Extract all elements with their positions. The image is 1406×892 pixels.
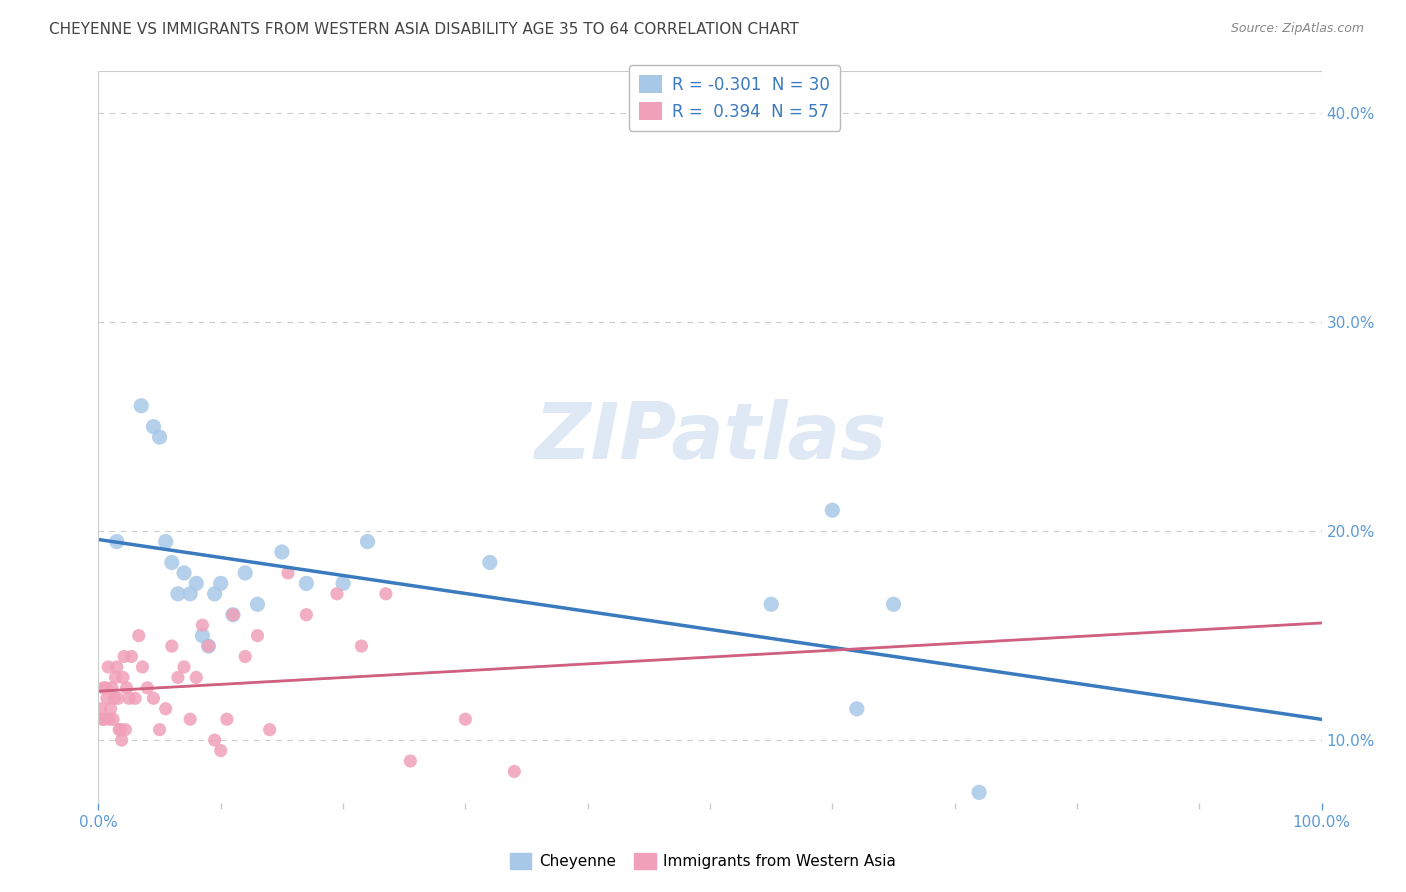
Point	[118, 691, 141, 706]
Point	[332, 576, 354, 591]
Legend: R = -0.301  N = 30, R =  0.394  N = 57: R = -0.301 N = 30, R = 0.394 N = 57	[628, 65, 841, 131]
Point	[105, 660, 128, 674]
Point	[111, 670, 134, 684]
Point	[97, 660, 120, 674]
Point	[155, 534, 177, 549]
Point	[399, 754, 422, 768]
Point	[503, 764, 526, 779]
Point	[204, 587, 226, 601]
Point	[191, 629, 214, 643]
Point	[91, 681, 114, 695]
Point	[270, 545, 294, 559]
Point	[326, 587, 349, 601]
Point	[120, 649, 142, 664]
Point	[215, 712, 238, 726]
Point	[478, 556, 501, 570]
Point	[100, 702, 122, 716]
Point	[155, 702, 177, 716]
Point	[104, 670, 127, 684]
Point	[160, 556, 183, 570]
Point	[149, 430, 172, 444]
Point	[883, 597, 905, 611]
Point	[967, 785, 990, 799]
Point	[233, 649, 256, 664]
Point	[105, 534, 128, 549]
Point	[246, 597, 269, 611]
Point	[259, 723, 281, 737]
Point	[173, 566, 195, 580]
Point	[96, 691, 118, 706]
Point	[186, 576, 208, 591]
Point	[110, 723, 132, 737]
Point	[108, 723, 131, 737]
Point	[107, 691, 129, 706]
Point	[167, 587, 190, 601]
Text: CHEYENNE VS IMMIGRANTS FROM WESTERN ASIA DISABILITY AGE 35 TO 64 CORRELATION CHA: CHEYENNE VS IMMIGRANTS FROM WESTERN ASIA…	[49, 22, 799, 37]
Point	[112, 649, 135, 664]
Point	[295, 607, 318, 622]
Point	[186, 670, 208, 684]
Point	[761, 597, 783, 611]
Point	[98, 712, 121, 726]
Point	[94, 681, 117, 695]
Point	[124, 691, 146, 706]
Point	[179, 587, 201, 601]
Point	[129, 399, 152, 413]
Point	[845, 702, 868, 716]
Point	[295, 576, 318, 591]
Point	[197, 639, 219, 653]
Point	[90, 702, 112, 716]
Point	[173, 660, 195, 674]
Point	[142, 691, 165, 706]
Text: Source: ZipAtlas.com: Source: ZipAtlas.com	[1230, 22, 1364, 36]
Point	[179, 712, 201, 726]
Point	[149, 723, 172, 737]
Bar	[98, 71, 1322, 803]
Point	[115, 681, 138, 695]
Point	[222, 607, 245, 622]
Point	[454, 712, 477, 726]
Point	[197, 639, 219, 653]
Point	[222, 607, 245, 622]
Point	[101, 681, 124, 695]
Point	[101, 712, 124, 726]
Point	[233, 566, 256, 580]
Point	[111, 733, 134, 747]
Legend: Cheyenne, Immigrants from Western Asia: Cheyenne, Immigrants from Western Asia	[503, 847, 903, 875]
Point	[136, 681, 159, 695]
Point	[114, 723, 136, 737]
Point	[350, 639, 373, 653]
Point	[191, 618, 214, 632]
Point	[209, 576, 232, 591]
Point	[277, 566, 299, 580]
Point	[142, 419, 165, 434]
Point	[93, 712, 115, 726]
Point	[103, 691, 125, 706]
Point	[91, 712, 114, 726]
Point	[160, 639, 183, 653]
Point	[374, 587, 396, 601]
Text: ZIPatlas: ZIPatlas	[534, 399, 886, 475]
Point	[131, 660, 153, 674]
Point	[246, 629, 269, 643]
Point	[128, 629, 150, 643]
Point	[167, 670, 190, 684]
Point	[204, 733, 226, 747]
Point	[209, 743, 232, 757]
Point	[356, 534, 378, 549]
Point	[821, 503, 844, 517]
